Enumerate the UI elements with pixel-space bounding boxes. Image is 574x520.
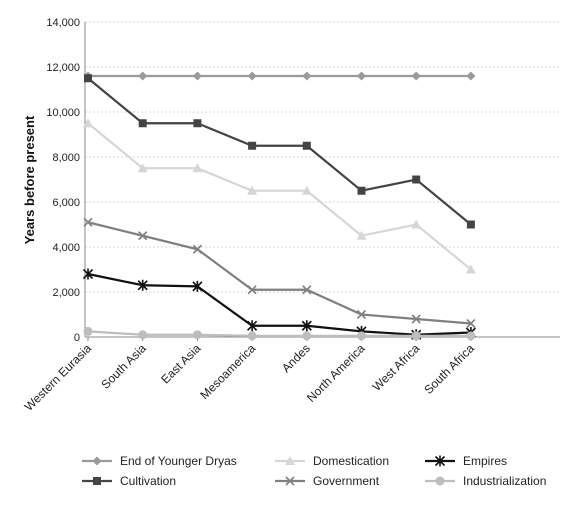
data-point-government [138,231,148,241]
data-point-cultivation [412,175,421,184]
data-point-government [302,285,312,295]
axes [84,22,560,338]
legend-label: Industrialization [463,474,546,488]
legend-item-domestication: Domestication [275,454,389,468]
data-point-cultivation [302,141,311,150]
data-point-government [356,309,367,320]
legend-label: Empires [463,454,507,468]
legend-item-empires: Empires [425,454,507,468]
data-point-cultivation [84,74,92,83]
data-point-industrialization [357,331,366,341]
data-point-industrialization [192,330,202,340]
legend: End of Younger Dryas Cultivation Domestica… [82,454,546,488]
data-point-end-of-younger-dryas [466,71,476,81]
data-point-domestication [83,118,93,128]
data-point-industrialization [83,326,93,336]
series-line-government [87,221,471,325]
series-cultivation [84,74,475,229]
legend-marker [285,456,295,465]
data-point-industrialization [138,330,148,340]
data-point-end-of-younger-dryas [411,71,421,81]
legend-item-industrialization: Industrialization [425,474,546,488]
x-tick-label: Mesoamerica [197,341,258,402]
series-industrialization [83,326,476,341]
data-point-government [411,314,421,324]
data-point-empires [247,320,258,332]
data-point-domestication [192,163,203,173]
data-point-domestication [411,219,422,229]
legend-item-government: Government [275,474,380,488]
series-empires [82,268,476,341]
data-point-government [192,244,202,254]
y-tick-label: 0 [74,332,80,344]
y-axis-title: Years before present [22,115,37,244]
legend-label: Cultivation [120,474,176,488]
data-point-domestication [356,230,367,240]
series-line-cultivation [87,77,472,226]
series-line-industrialization [87,330,471,337]
data-point-industrialization [302,331,312,341]
data-point-end-of-younger-dryas [138,71,148,81]
data-point-end-of-younger-dryas [247,71,257,81]
y-tick-label: 6,000 [52,197,80,209]
grid-lines [85,21,560,293]
series-government [83,217,476,329]
y-tick-label: 4,000 [52,242,80,254]
data-point-cultivation [466,220,475,229]
data-point-domestication [247,185,258,195]
y-tick-labels: 0 2,000 4,000 6,000 8,000 10,000 12,000 14,000 [46,17,80,344]
y-tick-label: 8,000 [52,152,80,164]
data-point-end-of-younger-dryas [357,71,366,81]
legend-marker [434,455,446,467]
y-tick-label: 2,000 [52,287,80,299]
data-point-empires [137,279,148,291]
x-tick-label: North America [304,341,368,405]
x-tick-label: East Asia [158,341,204,387]
series-end-of-younger-dryas [83,71,476,81]
y-tick-label: 12,000 [46,62,80,74]
data-point-government [83,217,93,227]
legend-label: Government [313,474,380,488]
x-tick-label: West Africa [370,341,423,394]
x-tick-label: Andes [279,341,313,375]
x-tick-labels: Western Eurasia South Asia East AsiaMesoam… [22,337,477,414]
legend-item-end-of-younger-dryas: End of Younger Dryas [82,454,237,468]
data-point-end-of-younger-dryas [302,71,312,81]
y-tick-label: 10,000 [46,107,80,119]
data-point-empires [82,268,94,280]
data-point-industrialization [466,331,476,341]
data-point-domestication [465,264,476,274]
data-point-government [247,285,257,295]
data-point-industrialization [247,331,257,341]
data-point-industrialization [411,331,421,341]
series-layer [82,71,476,341]
series-line-domestication [87,122,472,271]
data-point-empires [192,280,203,292]
data-point-cultivation [357,186,366,195]
data-point-end-of-younger-dryas [192,71,202,81]
legend-marker [435,476,445,486]
legend-marker [92,456,102,466]
series-line-empires [87,272,471,336]
series-domestication [83,118,476,274]
legend-marker [285,476,295,486]
data-point-cultivation [193,119,202,128]
x-tick-label: Western Eurasia [22,341,95,414]
data-point-domestication [137,163,148,173]
x-tick-label: South Asia [98,341,149,392]
y-tick-label: 14,000 [46,17,80,29]
data-point-cultivation [138,119,147,128]
legend-item-cultivation: Cultivation [82,474,176,488]
x-tick-label: South Africa [421,341,477,397]
legend-label: End of Younger Dryas [120,454,237,468]
data-point-empires [301,320,312,332]
legend-label: Domestication [313,454,389,468]
data-point-cultivation [248,141,257,150]
data-point-domestication [301,185,312,195]
data-point-government [466,318,476,329]
legend-marker [93,477,101,485]
